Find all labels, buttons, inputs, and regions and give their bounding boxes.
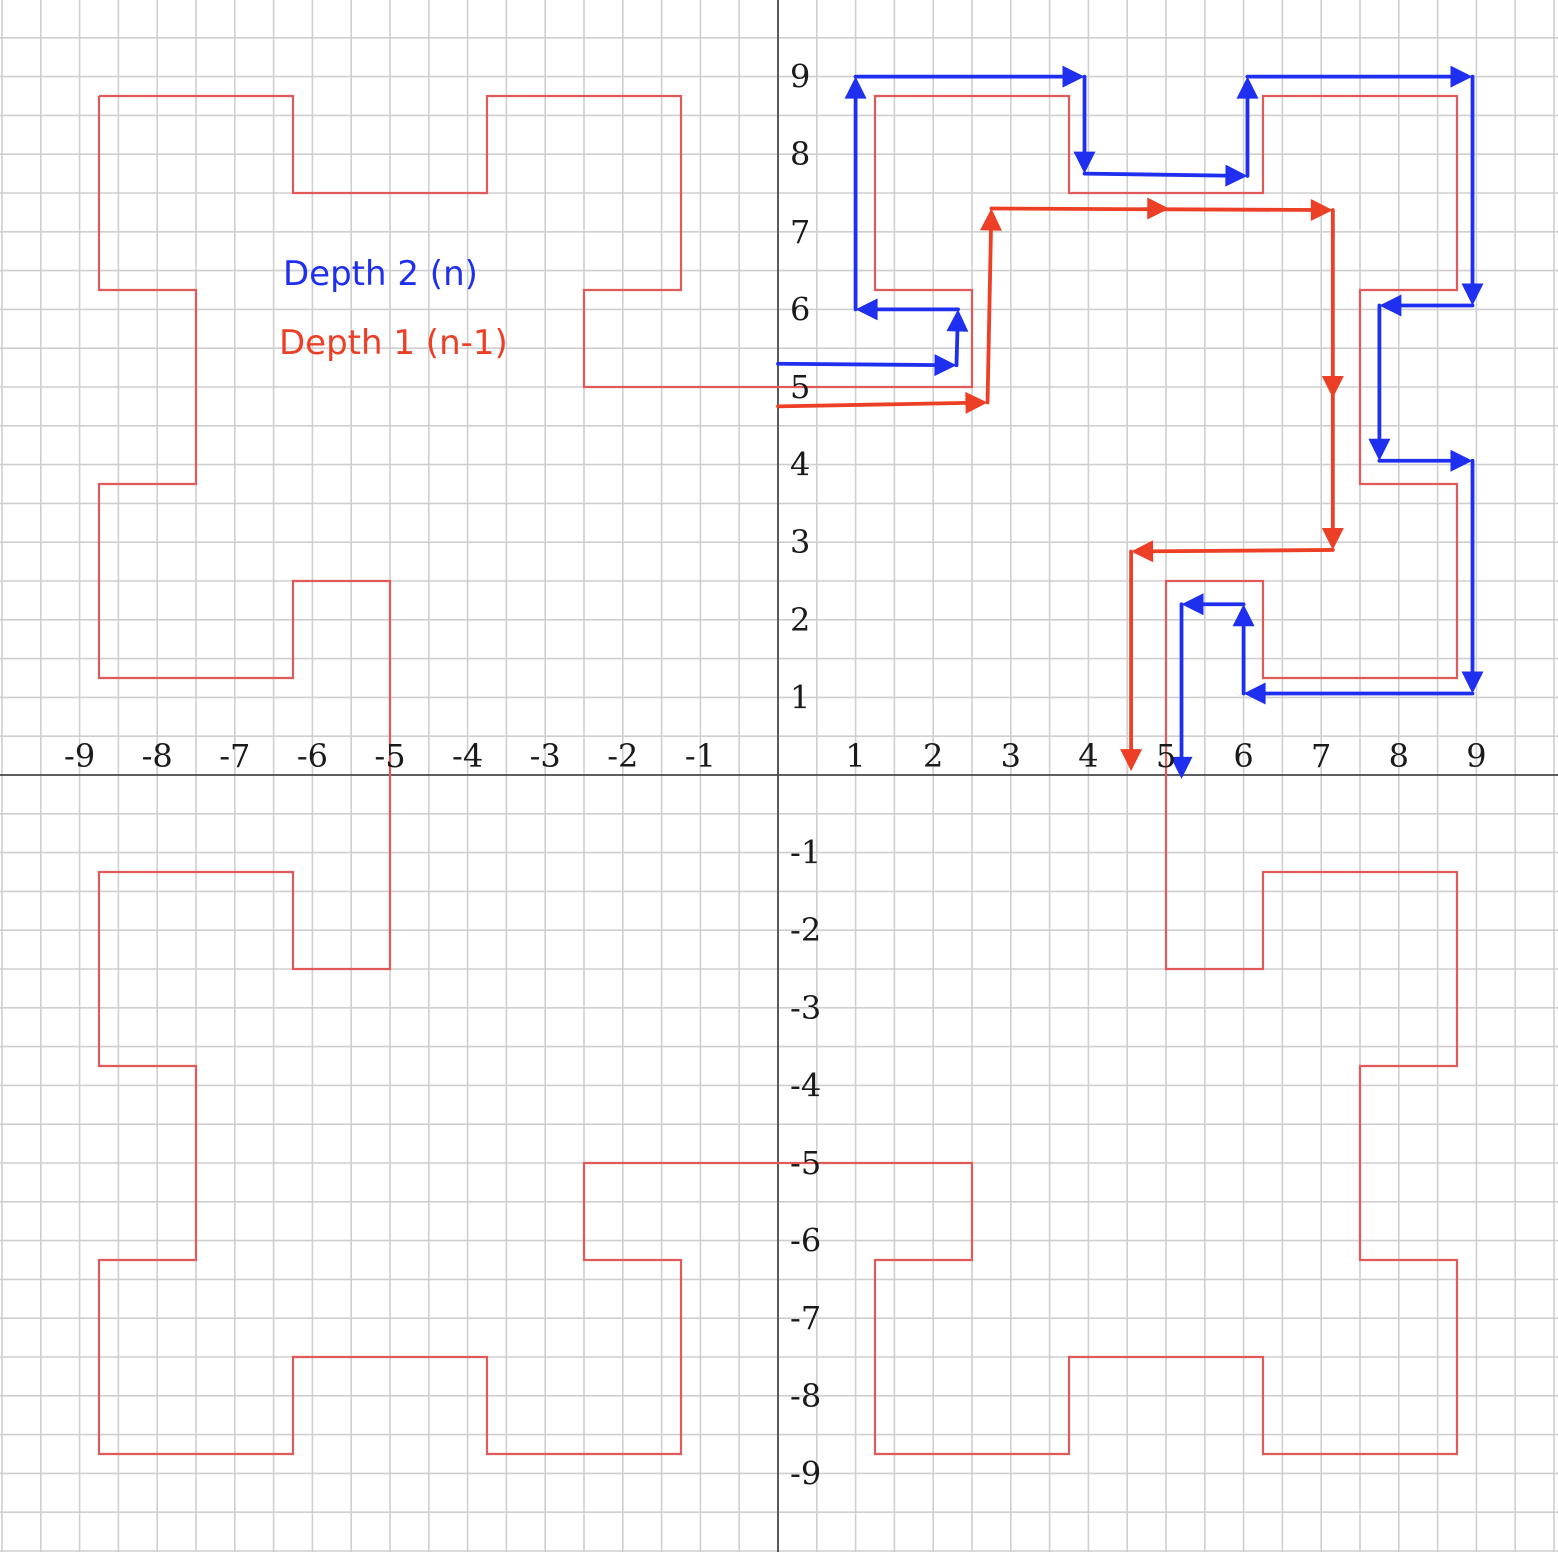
y-tick-label: 1: [790, 678, 810, 716]
depth-2-arrowhead: [1368, 438, 1391, 461]
x-tick-label: -4: [452, 737, 483, 775]
y-tick-label: -6: [790, 1222, 821, 1260]
depth-2-arrowhead: [946, 309, 969, 332]
y-tick-label: 4: [790, 446, 810, 484]
x-tick-label: -6: [297, 737, 328, 775]
depth-2-arrowhead: [1232, 604, 1255, 627]
depth-1-segment: [985, 220, 994, 405]
depth-1-segment: [776, 400, 976, 409]
y-tick-label: -4: [790, 1066, 821, 1104]
depth-1-arrowhead: [1310, 199, 1333, 221]
y-tick-label: -3: [790, 989, 821, 1027]
depth-2-arrowhead: [1181, 593, 1204, 616]
x-tick-label: 9: [1466, 737, 1486, 775]
depth-2-arrowhead: [1073, 151, 1096, 174]
depth-2-arrowhead: [1062, 65, 1085, 88]
x-tick-label: -1: [685, 737, 716, 775]
y-tick-label: 5: [790, 368, 810, 406]
x-tick-label: -8: [142, 737, 173, 775]
x-tick-label: -2: [607, 737, 638, 775]
y-tick-label: 2: [790, 601, 810, 639]
depth-1-arrowhead: [980, 208, 1002, 231]
x-tick-label: -7: [219, 737, 250, 775]
depth-2-arrowhead: [934, 354, 957, 377]
x-tick-label: 2: [923, 737, 943, 775]
depth-1-mid-arrowhead: [1321, 376, 1344, 398]
x-tick-label: 8: [1389, 737, 1409, 775]
depth-1-arrowhead: [1120, 749, 1143, 772]
x-tick-label: 5: [1156, 737, 1176, 775]
x-tick-label: -9: [64, 737, 95, 775]
outline-curve: [97, 94, 1459, 1456]
depth-2-arrowhead: [844, 76, 867, 99]
x-tick-label: 4: [1078, 737, 1098, 775]
depth-2-arrowhead: [1461, 283, 1484, 306]
x-tick-label: 1: [845, 737, 865, 775]
y-tick-label: -9: [790, 1454, 821, 1492]
x-tick-label: 7: [1311, 737, 1331, 775]
depth-outline-curve: [97, 94, 1459, 1456]
legend-depth-2: Depth 2 (n): [283, 254, 478, 294]
depth-2-arrowhead: [1236, 76, 1259, 99]
arrow-paths: [776, 65, 1484, 779]
y-tick-label: 3: [790, 523, 810, 561]
y-tick-label: -5: [790, 1144, 821, 1182]
tick-labels: -9 -8 -7 -6 -5 -4 -3 -2 -1 1 2 3 4 5 6 7 8 9 9 8 7 6 5 4 3 2 1 -1 -2…: [64, 58, 1487, 1493]
depth-2-arrowhead: [1225, 164, 1248, 187]
y-tick-label: -7: [790, 1299, 821, 1337]
y-tick-label: -8: [790, 1377, 821, 1415]
legend-depth-1: Depth 1 (n-1): [279, 323, 508, 363]
y-tick-label: 9: [790, 58, 810, 96]
depth-2-segment: [1082, 171, 1236, 178]
y-tick-label: -1: [790, 834, 821, 872]
y-tick-label: -2: [790, 911, 821, 949]
y-tick-label: 7: [790, 213, 810, 251]
depth-1-segment: [1143, 548, 1335, 554]
y-tick-label: 6: [790, 290, 810, 328]
depth-2-arrowhead: [1170, 756, 1193, 779]
depth-1-mid-arrowhead: [1147, 197, 1170, 220]
x-tick-label: -5: [374, 737, 405, 775]
x-tick-label: 6: [1233, 737, 1253, 775]
y-tick-label: 8: [790, 135, 810, 173]
depth-1-arrowhead: [965, 391, 988, 414]
depth-2-arrowhead: [1379, 294, 1402, 317]
x-tick-label: -3: [530, 737, 561, 775]
depth-1-arrowhead: [1321, 528, 1344, 550]
depth-1-arrowhead: [1131, 540, 1154, 563]
x-tick-label: 3: [1001, 737, 1021, 775]
depth-2-segment: [776, 361, 945, 368]
depth-2-arrowhead: [1461, 671, 1484, 694]
depth-2-arrowhead: [1450, 449, 1473, 472]
depth-2-arrowhead: [1243, 682, 1266, 705]
legend: Depth 2 (n) Depth 1 (n-1): [279, 254, 508, 363]
depth-2-arrowhead: [1450, 65, 1473, 88]
depth-2-arrowhead: [855, 298, 878, 321]
